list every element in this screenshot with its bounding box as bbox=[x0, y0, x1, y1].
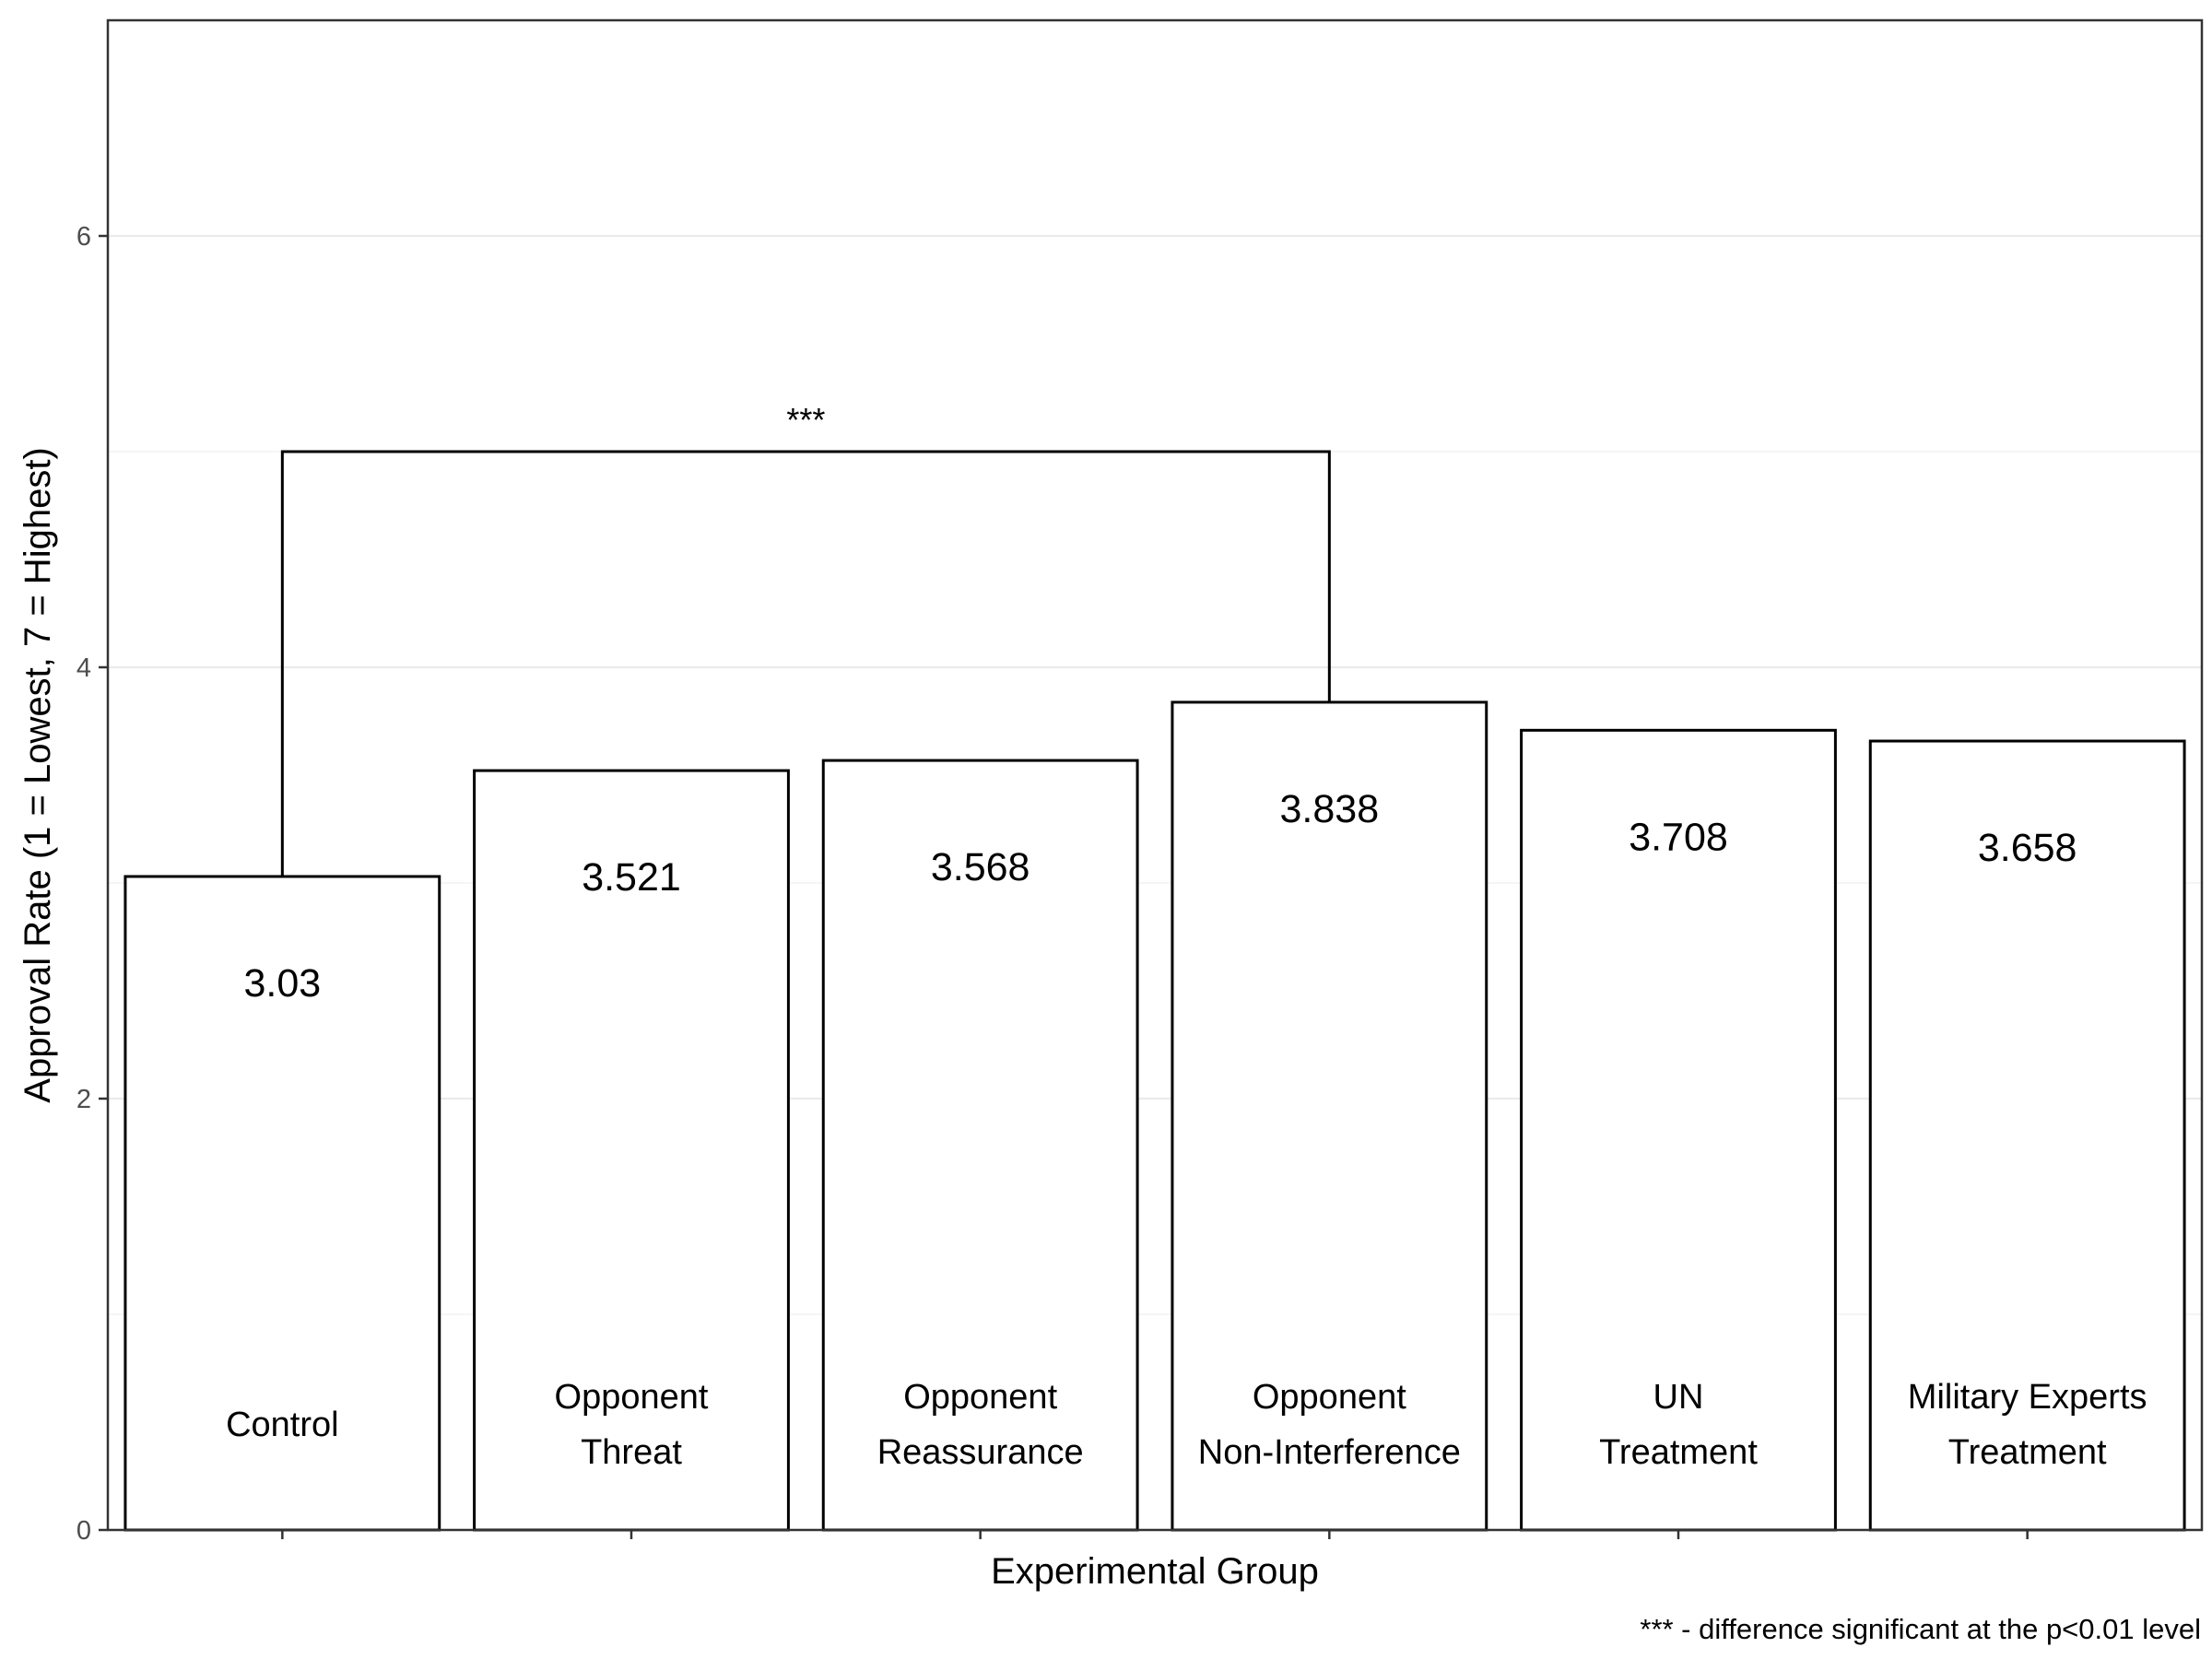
bar-value-label: 3.03 bbox=[243, 961, 321, 1006]
y-tick-label: 2 bbox=[76, 1085, 91, 1114]
bars: 3.03 Control 3.521 Opponent Threat 3.568 Oppon… bbox=[124, 700, 2186, 1532]
bar bbox=[124, 875, 441, 1532]
significance-stars: *** bbox=[786, 401, 825, 439]
category-label: Military Experts bbox=[1908, 1378, 2147, 1417]
panel-border bbox=[106, 18, 2204, 1532]
category-label: Control bbox=[226, 1406, 339, 1444]
bar bbox=[473, 769, 790, 1532]
x-axis-title: Experimental Group bbox=[991, 1551, 1319, 1592]
significance-bracket bbox=[280, 450, 1331, 877]
bar bbox=[1171, 700, 1488, 1532]
category-label: Opponent bbox=[555, 1378, 709, 1417]
bar bbox=[1868, 739, 2186, 1532]
category-label: UN bbox=[1653, 1378, 1704, 1417]
bar-value-label: 3.708 bbox=[1629, 815, 1728, 859]
y-tick-label: 6 bbox=[76, 222, 91, 252]
bar-value-label: 3.658 bbox=[1978, 826, 2077, 870]
category-label: Reassurance bbox=[877, 1433, 1084, 1472]
category-label: Opponent bbox=[903, 1378, 1057, 1417]
y-tick-label: 4 bbox=[76, 653, 91, 683]
significance-caption: *** - difference significant at the p<0.… bbox=[1640, 1613, 2201, 1645]
category-label: Opponent bbox=[1253, 1378, 1406, 1417]
category-label: Threat bbox=[581, 1433, 682, 1472]
bar bbox=[1520, 728, 1837, 1532]
bar-value-label: 3.838 bbox=[1280, 787, 1380, 831]
category-label: Treatment bbox=[1599, 1433, 1758, 1472]
category-label: Non-Interference bbox=[1198, 1433, 1461, 1472]
bar bbox=[821, 759, 1139, 1532]
bar-value-label: 3.568 bbox=[931, 845, 1030, 889]
axes: 0 2 4 6 bbox=[76, 222, 2029, 1546]
y-tick-label: 0 bbox=[76, 1516, 91, 1546]
y-axis-title: Approval Rate (1 = Lowest, 7 = Highest) bbox=[18, 447, 58, 1102]
bar-value-label: 3.521 bbox=[582, 855, 681, 900]
significance-annotation: *** bbox=[280, 401, 1331, 877]
category-label: Treatment bbox=[1948, 1433, 2107, 1472]
